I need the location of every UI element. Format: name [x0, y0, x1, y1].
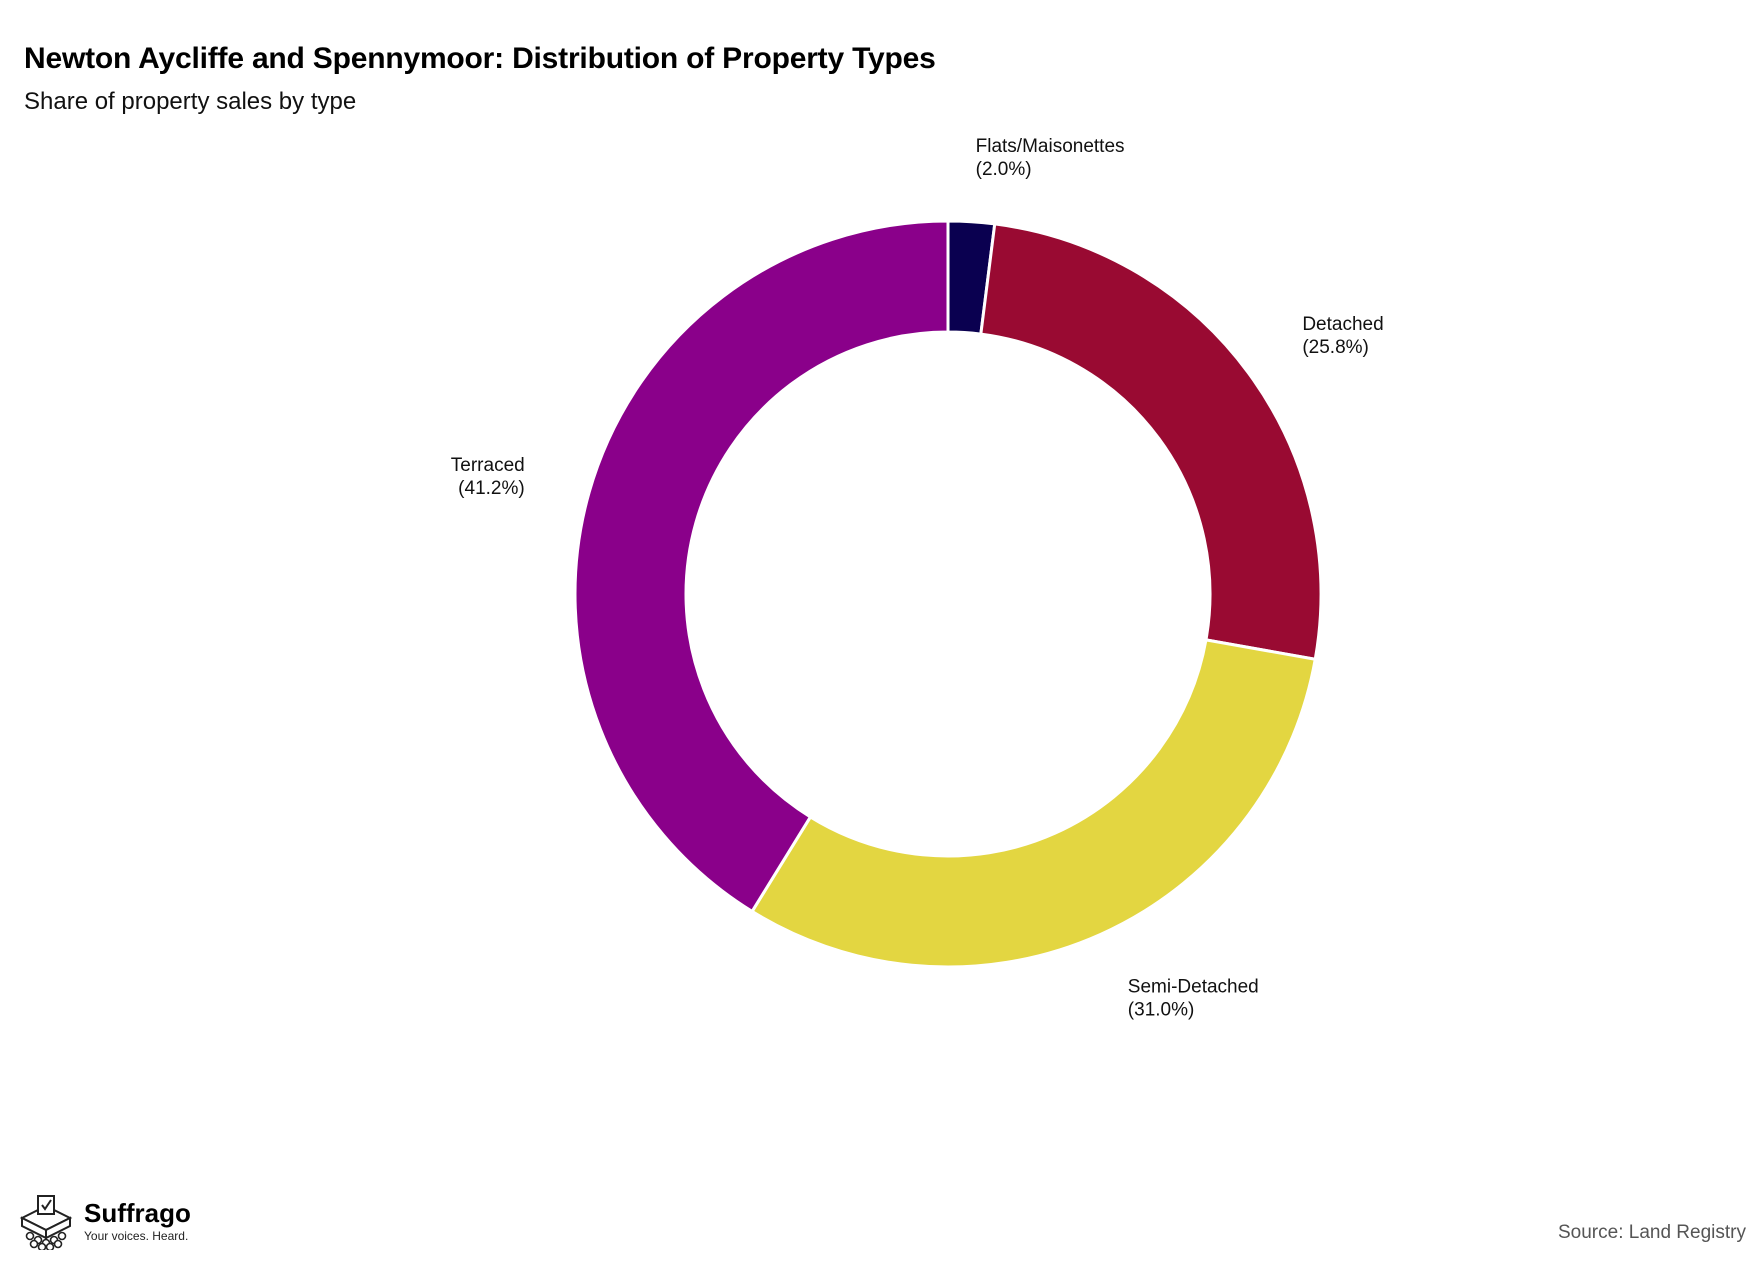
slice-label-percent: (31.0%) — [1128, 1000, 1195, 1021]
ballot-box-icon — [19, 1195, 73, 1250]
slice-label-detached: Detached (25.8%) — [1302, 314, 1383, 358]
chart-subtitle: Share of property sales by type — [24, 88, 357, 115]
slice-terraced — [573, 219, 950, 914]
slice-detached — [979, 222, 1323, 662]
source-note: Source: Land Registry — [1558, 1222, 1746, 1243]
slice-semi-detached — [750, 638, 1317, 969]
slice-label-name: Terraced — [451, 455, 525, 476]
slice-label-percent: (2.0%) — [976, 159, 1032, 180]
brand-logo: Suffrago Your voices. Heard. — [16, 1192, 191, 1250]
slice-label-semi-detached: Semi-Detached (31.0%) — [1128, 977, 1259, 1021]
chart-title: Newton Aycliffe and Spennymoor: Distribu… — [24, 42, 936, 75]
slice-label-percent: (41.2%) — [458, 478, 525, 499]
slice-label-name: Semi-Detached — [1128, 977, 1259, 998]
slice-label-name: Flats/Maisonettes — [976, 136, 1125, 157]
slice-label-name: Detached — [1302, 314, 1383, 335]
slice-label-percent: (25.8%) — [1302, 337, 1369, 358]
slice-label-flats-maisonettes: Flats/Maisonettes (2.0%) — [976, 136, 1125, 180]
brand-tagline: Your voices. Heard. — [84, 1229, 189, 1243]
slice-label-terraced: Terraced (41.2%) — [451, 455, 525, 499]
brand-name: Suffrago — [84, 1198, 191, 1228]
